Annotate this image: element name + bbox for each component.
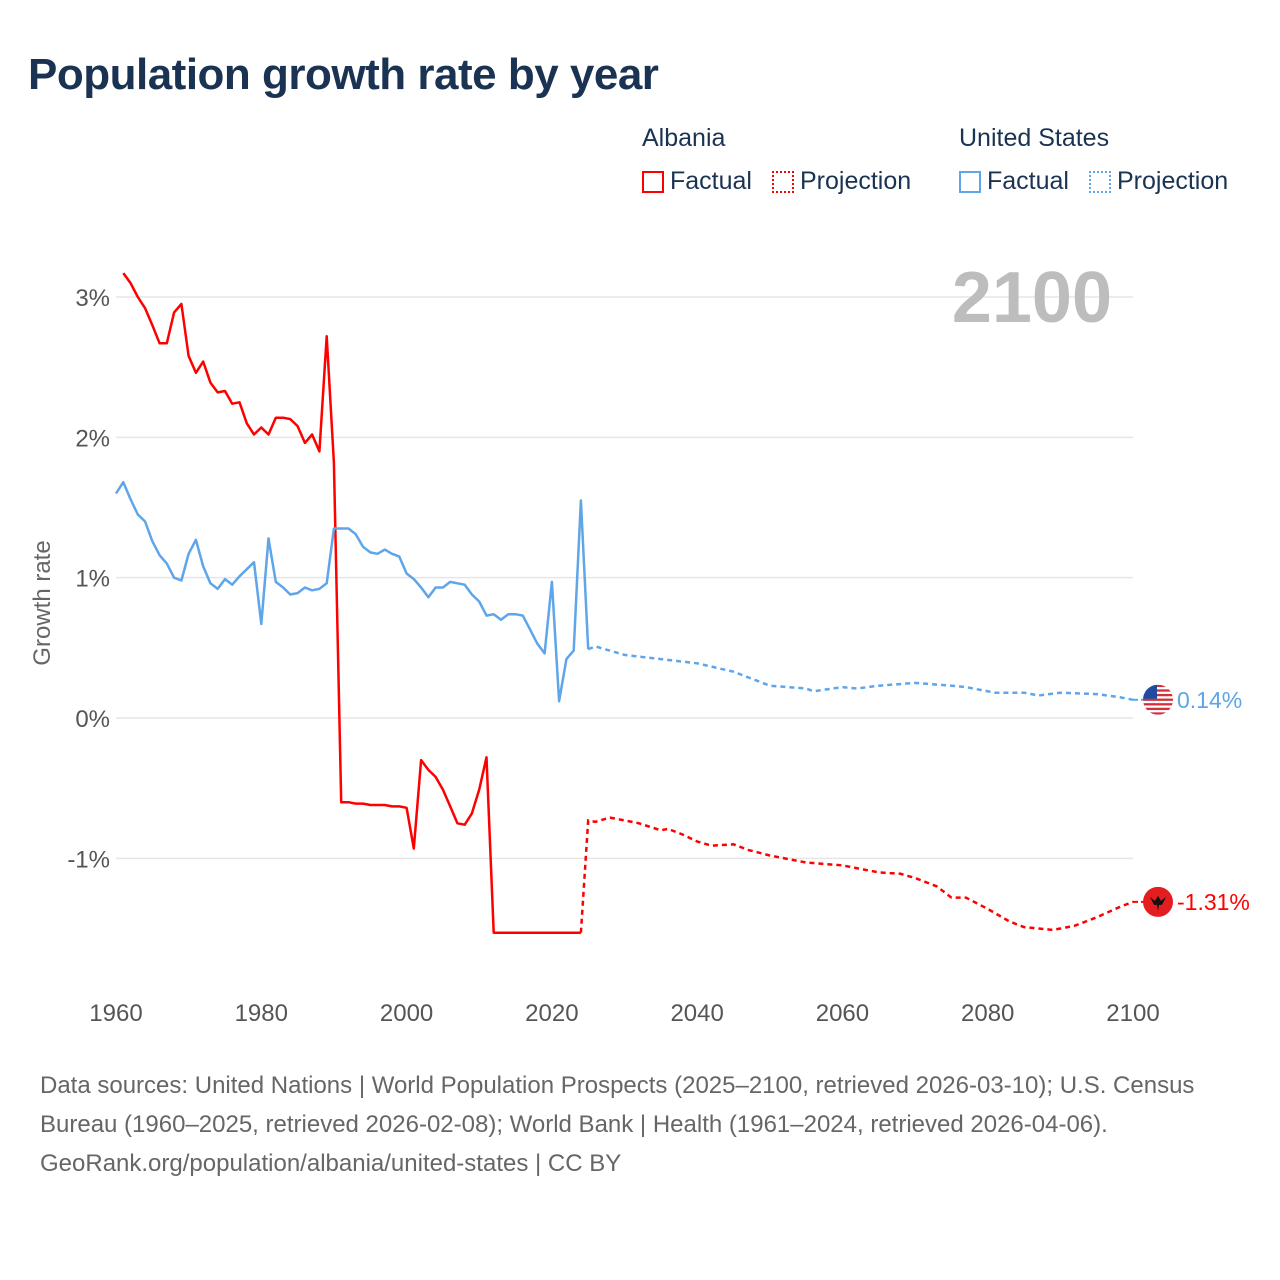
legend-item-albania-projection[interactable]: Projection	[771, 167, 912, 196]
x-tick-label: 2040	[670, 1000, 723, 1027]
legend-item-albania-factual[interactable]: Factual	[642, 167, 752, 196]
united-states-end-value: 0.14%	[1177, 687, 1242, 713]
albania-projection-line	[579, 816, 1134, 933]
year-watermark: 2100	[952, 258, 1112, 338]
end-markers: -1.31% 0.14%	[1133, 684, 1250, 917]
projection-swatch-icon	[771, 170, 794, 193]
x-tick-label: 1960	[89, 1000, 142, 1027]
albania-end-value: -1.31%	[1177, 889, 1250, 915]
legend-label: Factual	[987, 167, 1069, 195]
line-chart: 3% 2% 1% 0% -1% 1960 1980 2000 2020 2040 2060 2080 2…	[29, 258, 1250, 1027]
united-states-factual-line	[114, 480, 590, 703]
credit-link[interactable]: GeoRank.org/population/albania/united-st…	[40, 1150, 622, 1177]
grid: 3% 2% 1% 0% -1% 1960 1980 2000 2020 2040 2060 2080 2…	[67, 285, 1159, 1027]
legend-item-us-factual[interactable]: Factual	[959, 167, 1069, 196]
legend-label: Factual	[670, 167, 752, 195]
x-tick-label: 2100	[1106, 1000, 1159, 1027]
y-tick-label: 0%	[75, 706, 110, 733]
legend-item-us-projection[interactable]: Projection	[1088, 167, 1229, 196]
y-axis-label: Growth rate	[29, 540, 56, 665]
data-sources: Data sources: United Nations | World Pop…	[40, 1072, 1195, 1138]
projection-swatch-icon	[1088, 170, 1111, 193]
albania-flag-icon	[1143, 886, 1173, 917]
albania-factual-line	[122, 272, 581, 934]
legend-label: Projection	[799, 167, 912, 195]
legend-country-label: Albania	[642, 124, 726, 152]
factual-swatch-icon	[959, 170, 981, 193]
legend-united-states: United States Factual Projection	[959, 124, 1240, 196]
footer: Data sources: United Nations | World Pop…	[40, 1066, 1240, 1183]
y-tick-label: 2%	[75, 425, 110, 452]
y-tick-label: -1%	[67, 846, 110, 873]
x-tick-label: 1980	[235, 1000, 288, 1027]
legend-country-label: United States	[959, 124, 1110, 152]
united-states-flag-icon	[1143, 684, 1173, 715]
x-tick-label: 2080	[961, 1000, 1014, 1027]
legend-albania: Albania Factual Projection	[642, 124, 923, 196]
x-tick-label: 2020	[525, 1000, 578, 1027]
factual-swatch-icon	[642, 170, 664, 193]
x-tick-label: 2000	[380, 1000, 433, 1027]
series-layer	[114, 272, 1134, 934]
y-tick-label: 3%	[75, 285, 110, 312]
chart-title: Population growth rate by year	[28, 50, 659, 99]
y-tick-label: 1%	[75, 566, 110, 593]
legend-label: Projection	[1116, 167, 1229, 195]
united-states-projection-line	[587, 645, 1134, 702]
x-tick-label: 2060	[816, 1000, 869, 1027]
